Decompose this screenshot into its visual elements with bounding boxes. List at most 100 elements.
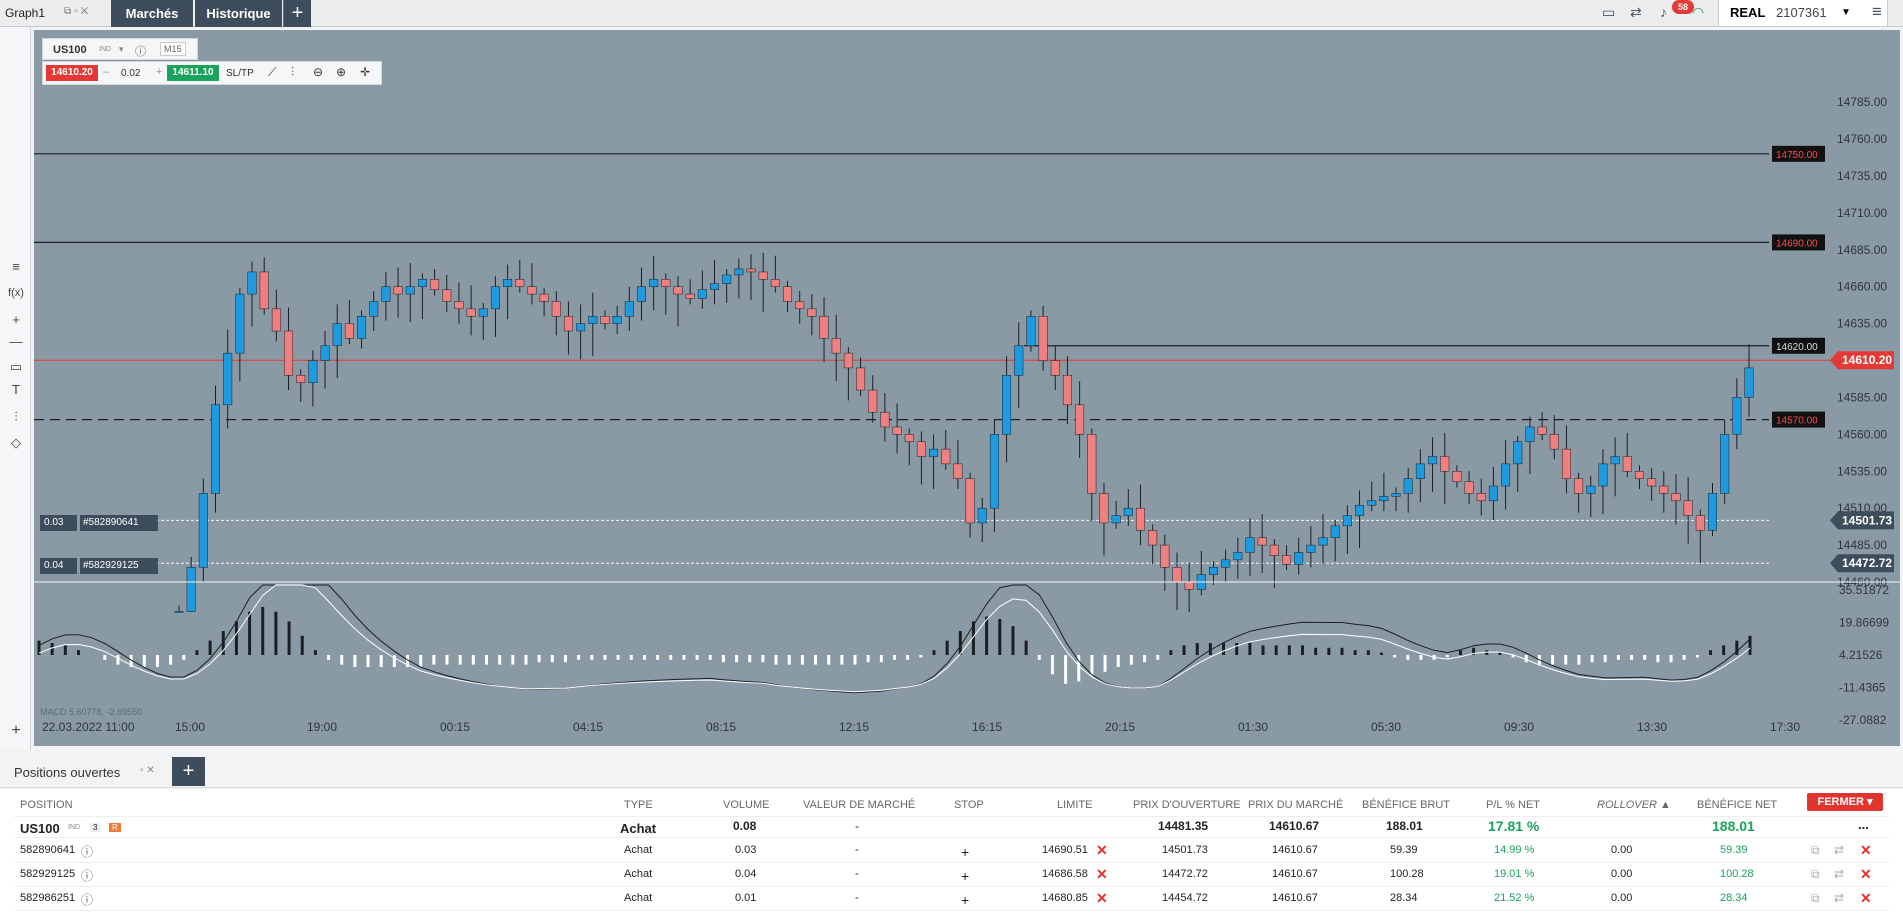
reverse-icon[interactable]: ⇄ — [1834, 891, 1845, 905]
remove-limit-icon[interactable]: ✕ — [1096, 866, 1108, 882]
panel-window-controls-icon[interactable]: ▫ ✕ — [140, 765, 155, 776]
candle-body — [746, 268, 756, 273]
x-tick-label: 12:15 — [839, 720, 869, 734]
candle-body — [271, 308, 281, 332]
candle-body — [223, 352, 233, 406]
text-icon[interactable]: T — [12, 382, 20, 397]
col-rollover[interactable]: ROLLOVER ▲ — [1597, 799, 1671, 811]
position-stop[interactable]: + — [961, 868, 970, 884]
account-selector[interactable]: REAL 2107361 ▼ — [1718, 0, 1888, 26]
crosshair-icon[interactable]: + — [12, 312, 20, 327]
col-type[interactable]: TYPE — [624, 799, 653, 811]
line-icon[interactable]: — — [9, 334, 23, 349]
zoom-out-icon[interactable]: ⊖ — [313, 65, 324, 79]
indicators-icon[interactable]: ⫶ — [291, 65, 295, 79]
bell-icon[interactable]: ♪ — [1660, 4, 1667, 20]
graph-window-controls-icon[interactable]: ⧉▫✕ — [64, 6, 92, 17]
col-market-value[interactable]: VALEUR DE MARCHÉ — [803, 799, 916, 811]
col-position[interactable]: POSITION — [20, 799, 73, 811]
candles-icon[interactable]: ⫶ — [14, 409, 18, 424]
col-pl-pct[interactable]: P/L % NET — [1486, 799, 1540, 811]
rectangle-icon[interactable]: ▭ — [9, 359, 23, 374]
candle-body — [1111, 515, 1121, 524]
price-chart[interactable]: 14785.00 14760.00 14735.00 14710.00 14685.00… — [34, 30, 1900, 746]
candle-body — [1294, 552, 1304, 565]
col-gross-profit[interactable]: BÉNÉFICE BRUT — [1362, 799, 1451, 811]
candle-body — [284, 330, 294, 376]
list-icon[interactable]: ≡ — [12, 259, 20, 274]
close-position-icon[interactable]: ✕ — [1860, 866, 1872, 882]
col-open-price[interactable]: PRIX D'OUVERTURE — [1133, 799, 1241, 811]
candle-body — [576, 323, 586, 332]
candle-body — [369, 301, 379, 317]
buy-button[interactable]: 14611.10 — [167, 65, 219, 81]
x-tick-label: 04:15 — [573, 720, 603, 734]
col-limit[interactable]: LIMITE — [1057, 799, 1093, 811]
sell-button[interactable]: 14610.20 — [46, 65, 98, 81]
transfer-icon[interactable]: ⇄ — [1630, 4, 1642, 20]
reverse-icon[interactable]: ⇄ — [1834, 843, 1845, 857]
x-tick-label: 15:00 — [175, 720, 205, 734]
copy-icon[interactable]: ⧉ — [1811, 867, 1820, 881]
positions-panel-title[interactable]: Positions ouvertes — [14, 765, 121, 780]
function-icon[interactable]: f(x) — [8, 287, 24, 299]
sltp-button[interactable]: SL/TP — [226, 68, 254, 79]
position-rollover: 0.00 — [1611, 868, 1633, 880]
copy-icon[interactable]: ⧉ — [1811, 891, 1820, 905]
notification-badge: 58 — [1672, 0, 1694, 14]
position-tag-582929125[interactable]: 0.04 #582929125 — [40, 558, 158, 574]
info-icon[interactable]: ⓘ — [81, 845, 94, 859]
candle-body — [1720, 434, 1730, 494]
y-tick-label: 14785.00 — [1837, 95, 1887, 109]
col-net-profit[interactable]: BÉNÉFICE NET — [1697, 799, 1778, 811]
candle-body — [551, 301, 561, 317]
candle-body — [1622, 456, 1632, 472]
remove-limit-icon[interactable]: ✕ — [1096, 890, 1108, 906]
crosshair-icon[interactable]: ✛ — [360, 65, 371, 79]
y-tick-label: 14485.00 — [1837, 538, 1887, 552]
reverse-icon[interactable]: ⇄ — [1834, 867, 1845, 881]
info-icon[interactable]: ⓘ — [135, 46, 146, 58]
col-volume[interactable]: VOLUME — [723, 799, 770, 811]
tab-markets[interactable]: Marchés — [111, 0, 193, 27]
layout-icon[interactable]: ▭ — [1602, 4, 1616, 20]
col-market-price[interactable]: PRIX DU MARCHÉ — [1248, 799, 1344, 811]
candle-body — [381, 286, 391, 302]
chevron-down-icon[interactable]: ▾ — [119, 44, 124, 54]
volume-input[interactable]: 0.02 — [121, 68, 141, 79]
more-actions-icon[interactable]: ... — [1858, 817, 1869, 832]
chart-panel[interactable]: 14785.00 14760.00 14735.00 14710.00 14685.00… — [34, 30, 1900, 746]
candle-body — [1135, 507, 1145, 531]
remove-limit-icon[interactable]: ✕ — [1096, 842, 1108, 858]
candle-body — [478, 308, 488, 317]
candle-body — [1610, 456, 1620, 465]
increase-volume-icon[interactable]: + — [156, 66, 163, 78]
col-stop[interactable]: STOP — [954, 799, 984, 811]
position-stop[interactable]: + — [961, 892, 970, 908]
timeframe-selector[interactable]: M15 — [160, 42, 186, 56]
candle-body — [1306, 544, 1316, 553]
decrease-volume-icon[interactable]: – — [103, 66, 110, 78]
position-tag-582890641[interactable]: 0.03 #582890641 — [40, 515, 158, 531]
layers-icon[interactable]: ◇ — [11, 435, 21, 450]
close-position-icon[interactable]: ✕ — [1860, 890, 1872, 906]
ticket-symbol[interactable]: US100 — [53, 44, 87, 56]
position-id: 582929125 — [20, 868, 76, 880]
add-panel-button[interactable]: + — [172, 757, 205, 786]
candle-body — [1501, 463, 1511, 487]
close-position-icon[interactable]: ✕ — [1860, 842, 1872, 858]
info-icon[interactable]: ⓘ — [81, 893, 94, 907]
position-stop[interactable]: + — [961, 844, 970, 860]
chart-type-icon[interactable]: ⟋ — [268, 65, 277, 79]
position-market-value: - — [855, 844, 859, 856]
graph-title[interactable]: Graph1 — [5, 6, 46, 20]
add-tab-button[interactable]: + — [283, 0, 311, 27]
info-icon[interactable]: ⓘ — [81, 869, 94, 883]
copy-icon[interactable]: ⧉ — [1811, 843, 1820, 857]
add-chart-icon[interactable]: + — [11, 722, 21, 739]
position-type: Achat — [624, 844, 653, 856]
close-all-button[interactable]: FERMER ▾ — [1807, 793, 1883, 811]
tab-history[interactable]: Historique — [195, 0, 282, 27]
zoom-in-icon[interactable]: ⊕ — [336, 65, 347, 79]
menu-icon[interactable]: ≡ — [1872, 2, 1882, 21]
